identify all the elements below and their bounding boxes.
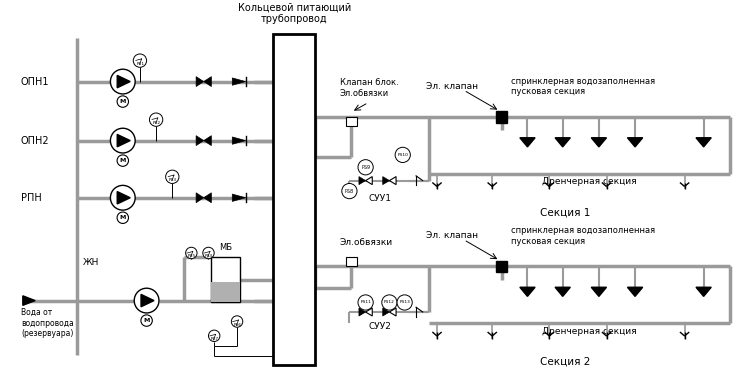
Bar: [496, 111, 507, 123]
Text: спринклерная водозаполненная
пусковая секция: спринклерная водозаполненная пусковая се…: [511, 226, 655, 245]
Text: PS7: PS7: [211, 337, 218, 341]
Text: PS13: PS13: [399, 301, 410, 304]
Text: ОПН2: ОПН2: [21, 136, 50, 146]
Polygon shape: [383, 308, 390, 316]
Circle shape: [203, 247, 214, 259]
Polygon shape: [359, 308, 365, 316]
Text: Дренчерная секция: Дренчерная секция: [542, 177, 636, 186]
Bar: [346, 257, 356, 266]
Text: PS5: PS5: [187, 254, 196, 258]
Polygon shape: [196, 77, 204, 86]
Polygon shape: [23, 296, 35, 305]
Circle shape: [358, 160, 373, 175]
Circle shape: [395, 147, 411, 163]
Polygon shape: [520, 138, 535, 147]
Circle shape: [134, 288, 159, 313]
Circle shape: [358, 295, 373, 310]
Circle shape: [165, 170, 179, 184]
Text: M: M: [119, 99, 126, 104]
Circle shape: [208, 330, 220, 341]
Circle shape: [382, 295, 397, 310]
Polygon shape: [233, 137, 245, 144]
Text: Секция 2: Секция 2: [541, 357, 590, 367]
Text: Кольцевой питающий
трубопровод: Кольцевой питающий трубопровод: [238, 3, 351, 24]
Circle shape: [110, 69, 135, 94]
Circle shape: [117, 96, 128, 107]
Text: PS10: PS10: [397, 153, 408, 157]
Polygon shape: [359, 177, 365, 185]
Text: Дренчерная секция: Дренчерная секция: [542, 327, 636, 336]
Text: Вода от
водопровода
(резервуара): Вода от водопровода (резервуара): [21, 308, 74, 338]
Circle shape: [342, 184, 357, 199]
Text: PS11: PS11: [360, 301, 371, 304]
Polygon shape: [591, 138, 606, 147]
Text: PS3: PS3: [168, 178, 177, 182]
Polygon shape: [696, 287, 711, 296]
Bar: [211, 282, 240, 303]
Circle shape: [117, 155, 128, 166]
Circle shape: [110, 186, 135, 210]
Polygon shape: [233, 194, 245, 202]
Polygon shape: [591, 287, 606, 296]
Polygon shape: [233, 78, 245, 85]
Text: Эл. клапан: Эл. клапан: [426, 82, 478, 91]
Text: ЖН: ЖН: [83, 258, 99, 267]
Polygon shape: [117, 75, 130, 88]
Text: PS4: PS4: [205, 254, 213, 258]
Polygon shape: [696, 138, 711, 147]
Polygon shape: [365, 308, 372, 316]
Circle shape: [117, 212, 128, 223]
Polygon shape: [390, 308, 396, 316]
Polygon shape: [141, 295, 154, 307]
Polygon shape: [627, 138, 643, 147]
Circle shape: [186, 247, 197, 259]
Polygon shape: [520, 287, 535, 296]
Text: спринклерная водозаполненная
пусковая секция: спринклерная водозаполненная пусковая се…: [511, 77, 655, 96]
Polygon shape: [117, 192, 130, 204]
Polygon shape: [365, 177, 372, 185]
Polygon shape: [555, 287, 570, 296]
Text: СУУ2: СУУ2: [368, 322, 391, 331]
Text: PS2: PS2: [153, 121, 161, 125]
Text: Клапан блок.
Эл.обвязки: Клапан блок. Эл.обвязки: [340, 78, 399, 98]
Bar: [211, 257, 240, 303]
Text: СУУ1: СУУ1: [368, 194, 391, 203]
Text: Эл. клапан: Эл. клапан: [426, 231, 478, 240]
Text: PS12: PS12: [384, 301, 395, 304]
Bar: [346, 117, 356, 126]
Text: PS1: PS1: [136, 62, 144, 66]
Circle shape: [141, 315, 153, 326]
Text: M: M: [143, 318, 149, 323]
Text: PS8: PS8: [345, 189, 354, 194]
Polygon shape: [204, 136, 211, 146]
Polygon shape: [196, 193, 204, 203]
Text: PS6: PS6: [233, 323, 242, 327]
Circle shape: [134, 54, 146, 67]
Circle shape: [149, 113, 163, 126]
Polygon shape: [196, 136, 204, 146]
Polygon shape: [383, 177, 390, 185]
Bar: [273, 34, 315, 365]
Polygon shape: [117, 134, 130, 147]
Polygon shape: [627, 287, 643, 296]
Text: РПН: РПН: [21, 193, 42, 203]
Polygon shape: [204, 193, 211, 203]
Text: M: M: [119, 158, 126, 163]
Text: ОПН1: ОПН1: [21, 77, 49, 86]
Text: PS9: PS9: [361, 165, 370, 170]
Polygon shape: [390, 177, 396, 185]
Text: M: M: [119, 215, 126, 220]
Text: МБ: МБ: [219, 243, 233, 252]
Text: Эл.обвязки: Эл.обвязки: [340, 238, 393, 247]
Circle shape: [110, 128, 135, 153]
Polygon shape: [204, 77, 211, 86]
Polygon shape: [555, 138, 570, 147]
Circle shape: [397, 295, 412, 310]
Text: Секция 1: Секция 1: [541, 207, 590, 217]
Circle shape: [231, 316, 243, 327]
Bar: [496, 261, 507, 272]
